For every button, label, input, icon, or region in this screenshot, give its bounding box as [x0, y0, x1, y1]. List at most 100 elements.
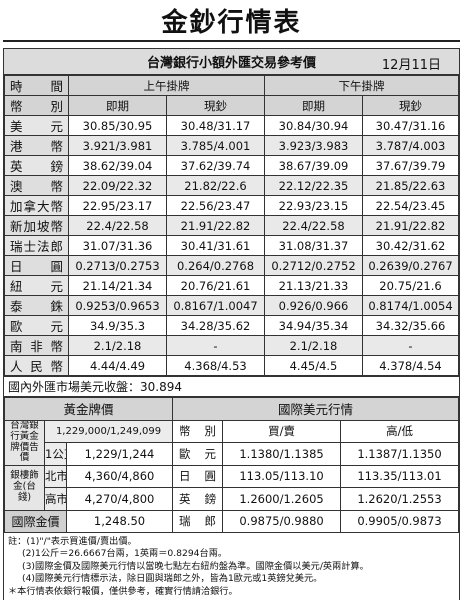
am-cash-cell: 21.91/22.82	[166, 215, 265, 236]
am-cash-cell: 20.76/21.61	[166, 275, 265, 296]
rates-date: 12月11日	[381, 58, 441, 73]
pm-spot-cell: 22.93/23.15	[264, 195, 363, 216]
rate-row: 港幣 3.921/3.981 3.785/4.001 3.923/3.983 3.787…	[4, 135, 459, 156]
pm-cash-cell: 37.67/39.79	[362, 155, 459, 176]
currency-cell: 加拿大幣	[4, 195, 69, 216]
rate-row: 新加坡幣 22.4/22.58 21.91/22.82 22.4/22.58 21.91…	[4, 215, 459, 236]
taipei-label: 北市	[44, 464, 67, 488]
usd-row-highlow: 113.35/113.01	[340, 464, 459, 488]
am-spot-cell: 4.44/4.49	[68, 355, 167, 376]
am-spot-cell: 0.2713/0.2753	[68, 255, 167, 276]
pm-spot-cell: 3.923/3.983	[264, 135, 363, 156]
currency-cell: 澳幣	[4, 175, 69, 196]
gold-and-usd-table: 黃金牌價 國際美元行情 台灣銀行黃金牌價告價 1,229,000/1,249,0…	[3, 397, 459, 533]
rates-panel: 台灣銀行小額外匯交易參考價 12月11日 時間 上午掛牌 下午掛牌 幣別 即期 …	[3, 48, 460, 600]
rate-row: 澳幣 22.09/22.32 21.82/22.6 22.12/22.35 21.85/…	[4, 175, 459, 196]
pm-spot-cell: 30.84/30.94	[264, 115, 363, 136]
pm-spot-cell: 2.1/2.18	[264, 335, 363, 356]
currency-header: 幣別	[4, 95, 69, 116]
am-header: 上午掛牌	[68, 75, 265, 96]
footnote: (3)國際金價及國際美元行情以當晚七點左右紐約盤為準。國際金價以美元/英兩計算。	[22, 560, 369, 572]
usd-row-currency: 歐元	[172, 442, 224, 466]
currency-cell: 紐元	[4, 275, 69, 296]
footnote: (4)國際美元行情標示法，除日圓與瑞郎之外，皆為1歐元或1英鎊兌美元。	[22, 573, 323, 585]
taipei-price: 4,360/4,860	[65, 464, 174, 488]
rate-row: 歐元 34.9/35.3 34.28/35.62 34.94/35.34 34.32/3…	[4, 315, 459, 336]
am-cash-header: 現鈔	[166, 95, 265, 116]
usd-row-highlow: 1.1387/1.1350	[340, 442, 459, 466]
pm-header: 下午掛牌	[264, 75, 459, 96]
am-spot-cell: 34.9/35.3	[68, 315, 167, 336]
am-cash-cell: -	[166, 335, 265, 356]
pm-cash-cell: 30.42/31.62	[362, 235, 459, 256]
rate-row: 泰銖 0.9253/0.9653 0.8167/1.0047 0.926/0.966 0…	[4, 295, 459, 316]
pm-spot-cell: 22.12/22.35	[264, 175, 363, 196]
am-spot-cell: 30.85/30.95	[68, 115, 167, 136]
am-cash-cell: 22.56/23.47	[166, 195, 265, 216]
pm-cash-cell: 0.8174/1.0054	[362, 295, 459, 316]
pm-cash-cell: 21.85/22.63	[362, 175, 459, 196]
usd-col-currency: 幣別	[172, 419, 224, 443]
usd-row-buysell: 113.05/113.10	[222, 464, 342, 488]
gold-1kg-price: 1,229,000/1,249,099	[43, 419, 174, 443]
currency-cell: 人民幣	[4, 355, 69, 376]
usd-row-buysell: 0.9875/0.9880	[222, 509, 342, 533]
currency-cell: 英鎊	[4, 155, 69, 176]
usd-row-currency: 英鎊	[172, 487, 224, 511]
rate-row: 紐元 21.14/21.34 20.76/21.61 21.13/21.33 20.75…	[4, 275, 459, 296]
footnote: (2)1公斤＝26.6667台兩，1英兩＝0.8294台兩。	[22, 548, 228, 560]
pm-spot-cell: 22.4/22.58	[264, 215, 363, 236]
gold-header: 黃金牌價	[3, 397, 174, 421]
am-cash-cell: 37.62/39.74	[166, 155, 265, 176]
am-spot-cell: 21.14/21.34	[68, 275, 167, 296]
pm-cash-cell: -	[362, 335, 459, 356]
am-cash-cell: 34.28/35.62	[166, 315, 265, 336]
gold-1g-unit: 1公克	[44, 442, 67, 466]
kaohsiung-price: 4,270/4,800	[65, 487, 174, 511]
rates-subtitle: 台灣銀行小額外匯交易參考價	[146, 56, 316, 71]
currency-cell: 新加坡幣	[4, 215, 69, 236]
pm-spot-cell: 21.13/21.33	[264, 275, 363, 296]
currency-cell: 泰銖	[4, 295, 69, 316]
footnotes: 註：(1)"/"表示買進價/賣出價。 (2)1公斤＝26.6667台兩，1英兩＝…	[4, 533, 459, 600]
pm-spot-cell: 0.926/0.966	[264, 295, 363, 316]
rate-row: 日圓 0.2713/0.2753 0.264/0.2768 0.2712/0.2752…	[4, 255, 459, 276]
usd-intl-header: 國際美元行情	[172, 397, 459, 421]
usd-col-buysell: 買/賣	[222, 419, 342, 443]
pm-spot-cell: 38.67/39.09	[264, 155, 363, 176]
usd-row-buysell: 1.2600/1.2605	[222, 487, 342, 511]
rate-row: 人民幣 4.44/4.49 4.368/4.53 4.45/4.5 4.378/4.54	[4, 355, 459, 376]
currency-cell: 瑞士法郎	[4, 235, 69, 256]
usd-col-highlow: 高/低	[340, 419, 459, 443]
pm-cash-cell: 30.47/31.16	[362, 115, 459, 136]
currency-cell: 南非幣	[4, 335, 69, 356]
rates-body: 美元 30.85/30.95 30.48/31.17 30.84/30.94 30.47…	[4, 115, 459, 376]
am-spot-cell: 0.9253/0.9653	[68, 295, 167, 316]
rate-row: 南非幣 2.1/2.18-2.1/2.18-	[4, 335, 459, 356]
pm-cash-cell: 34.32/35.66	[362, 315, 459, 336]
gold-1g-price: 1,229/1,244	[65, 442, 174, 466]
currency-cell: 港幣	[4, 135, 69, 156]
page-title: 金鈔行情表	[3, 0, 460, 42]
rate-row: 瑞士法郎 31.07/31.36 30.41/31.61 31.08/31.37 30.…	[4, 235, 459, 256]
intl-gold-price: 1,248.50	[65, 509, 174, 533]
pm-spot-cell: 34.94/35.34	[264, 315, 363, 336]
am-spot-cell: 31.07/31.36	[68, 235, 167, 256]
am-cash-cell: 3.785/4.001	[166, 135, 265, 156]
am-cash-cell: 30.48/31.17	[166, 115, 265, 136]
pm-cash-cell: 20.75/21.6	[362, 275, 459, 296]
jewelry-gold-label: 銀樓飾金(台錢)	[4, 464, 45, 511]
usd-row-currency: 瑞郎	[172, 509, 224, 533]
rate-row: 加拿大幣 22.95/23.17 22.56/23.47 22.93/23.15 22.…	[4, 195, 459, 216]
footnote: ＊本行情表依銀行報價，僅供參考，確實行情請洽銀行。	[8, 585, 238, 597]
rate-row: 英鎊 38.62/39.04 37.62/39.74 38.67/39.09 37.67…	[4, 155, 459, 176]
currency-cell: 歐元	[4, 315, 69, 336]
pm-spot-cell: 31.08/31.37	[264, 235, 363, 256]
rate-row: 美元 30.85/30.95 30.48/31.17 30.84/30.94 30.47…	[4, 115, 459, 136]
pm-cash-cell: 3.787/4.003	[362, 135, 459, 156]
usd-row-currency: 日圓	[172, 464, 224, 488]
pm-cash-cell: 4.378/4.54	[362, 355, 459, 376]
intl-gold-label: 國際金價	[4, 509, 67, 533]
pm-cash-cell: 22.54/23.45	[362, 195, 459, 216]
